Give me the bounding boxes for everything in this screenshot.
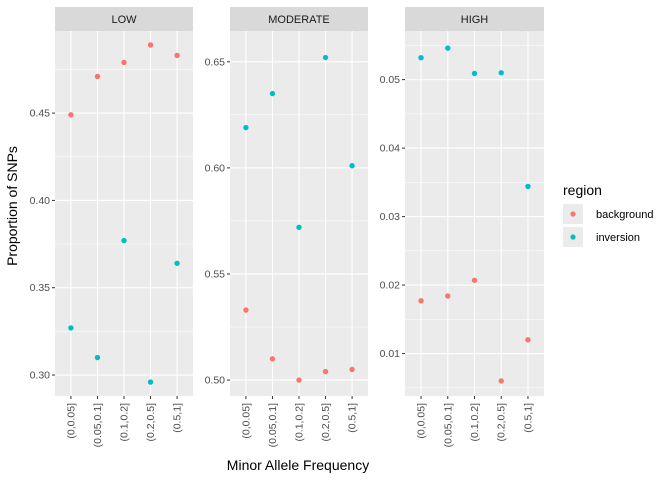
data-point-inversion xyxy=(525,184,530,189)
y-tick-label: 0.45 xyxy=(30,108,51,120)
data-point-inversion xyxy=(243,125,248,130)
x-tick-label: (0.2,0.5] xyxy=(496,403,508,442)
panels: LOW 0.30 0.35 0.40 0.45 (0,0.05] (0.05,0.1] (0.… xyxy=(30,7,544,447)
legend-key-background-dot xyxy=(570,211,575,216)
data-point-inversion xyxy=(95,355,100,360)
data-point-inversion xyxy=(270,91,275,96)
data-point-inversion xyxy=(418,55,423,60)
data-point-inversion xyxy=(472,71,477,76)
data-point-background xyxy=(68,112,73,117)
y-tick-label: 0.01 xyxy=(380,348,401,360)
data-point-background xyxy=(349,367,354,372)
y-tick-label: 0.02 xyxy=(380,280,401,292)
y-tick-label: 0.03 xyxy=(380,211,401,223)
data-point-inversion xyxy=(121,238,126,243)
data-point-background xyxy=(445,293,450,298)
x-tick-label: (0.5,1] xyxy=(172,403,184,433)
x-tick-label: (0.5,1] xyxy=(347,403,359,433)
data-point-inversion xyxy=(68,325,73,330)
strip-label-moderate: MODERATE xyxy=(268,14,330,26)
data-point-inversion xyxy=(349,163,354,168)
data-point-inversion xyxy=(296,225,301,230)
data-point-background xyxy=(148,42,153,47)
y-tick-label: 0.60 xyxy=(205,162,226,174)
legend-label-inversion: inversion xyxy=(596,232,640,244)
strip-label-high: HIGH xyxy=(461,14,489,26)
strip-label-low: LOW xyxy=(111,14,137,26)
data-point-inversion xyxy=(499,70,504,75)
data-point-background xyxy=(525,337,530,342)
data-point-background xyxy=(296,377,301,382)
legend-key-inversion-dot xyxy=(570,234,575,239)
x-axis-title: Minor Allele Frequency xyxy=(227,457,369,473)
data-point-inversion xyxy=(323,55,328,60)
y-tick-label: 0.40 xyxy=(30,195,51,207)
data-point-inversion xyxy=(174,261,179,266)
data-point-inversion xyxy=(148,379,153,384)
x-tick-label: (0.05,0.1] xyxy=(442,403,454,447)
x-tick-label: (0,0.05] xyxy=(65,403,77,439)
data-point-background xyxy=(472,278,477,283)
y-tick-label: 0.05 xyxy=(380,74,401,86)
y-tick-label: 0.65 xyxy=(205,56,226,68)
x-tick-label: (0.2,0.5] xyxy=(145,403,157,442)
data-point-background xyxy=(323,369,328,374)
x-tick-label: (0,0.05] xyxy=(416,403,428,439)
data-point-background xyxy=(499,378,504,383)
legend-label-background: background xyxy=(596,209,654,221)
y-tick-label: 0.35 xyxy=(30,282,51,294)
data-point-background xyxy=(174,53,179,58)
y-tick-label: 0.30 xyxy=(30,370,51,382)
x-tick-label: (0.05,0.1] xyxy=(267,403,279,447)
y-tick-label: 0.04 xyxy=(380,143,401,155)
data-point-background xyxy=(418,298,423,303)
data-point-background xyxy=(243,307,248,312)
y-tick-label: 0.55 xyxy=(205,268,226,280)
x-tick-label: (0.05,0.1] xyxy=(92,403,104,447)
legend-title: region xyxy=(563,182,602,198)
y-axis-title: Proportion of SNPs xyxy=(4,146,20,266)
x-tick-label: (0.1,0.2] xyxy=(294,403,306,442)
x-tick-label: (0.2,0.5] xyxy=(320,403,332,442)
data-point-background xyxy=(270,356,275,361)
data-point-background xyxy=(95,74,100,79)
data-point-inversion xyxy=(445,45,450,50)
x-tick-label: (0,0.05] xyxy=(240,403,252,439)
x-tick-label: (0.1,0.2] xyxy=(469,403,481,442)
x-tick-label: (0.5,1] xyxy=(522,403,534,433)
y-tick-label: 0.50 xyxy=(205,375,226,387)
x-tick-label: (0.1,0.2] xyxy=(119,403,131,442)
data-point-background xyxy=(121,60,126,65)
